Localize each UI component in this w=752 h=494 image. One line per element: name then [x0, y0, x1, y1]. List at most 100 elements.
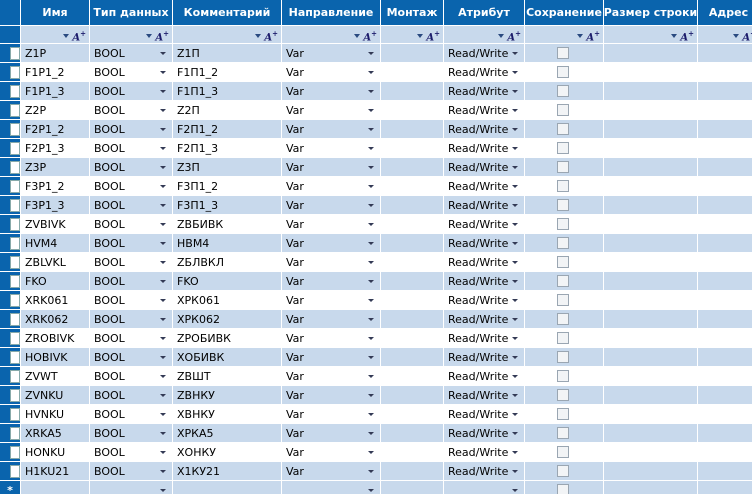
cell-mount[interactable]: [381, 386, 444, 405]
cell-name[interactable]: XRK061: [21, 291, 90, 310]
direction-dropdown-icon[interactable]: [368, 432, 374, 435]
type-dropdown-icon[interactable]: [160, 147, 166, 150]
cell-direction[interactable]: Var: [282, 424, 381, 443]
type-dropdown-icon[interactable]: [160, 242, 166, 245]
cell-address[interactable]: [698, 424, 752, 443]
cell-comment[interactable]: ХОБИВК: [173, 348, 282, 367]
row-selector-box[interactable]: [10, 142, 20, 155]
cell-size[interactable]: [604, 196, 698, 215]
filter-dropdown-icon[interactable]: [417, 34, 424, 39]
table-row[interactable]: Z3P BOOL Z3П Var Read/Write: [0, 158, 752, 177]
row-selector[interactable]: [0, 44, 21, 63]
direction-dropdown-icon[interactable]: [368, 299, 374, 302]
cell-name[interactable]: F1P1_3: [21, 82, 90, 101]
cell-mount[interactable]: [381, 443, 444, 462]
cell-direction[interactable]: Var: [282, 310, 381, 329]
cell-attribute[interactable]: Read/Write: [444, 120, 525, 139]
cell-size[interactable]: [604, 158, 698, 177]
row-selector-box[interactable]: [10, 104, 20, 117]
row-selector[interactable]: [0, 443, 21, 462]
cell-name[interactable]: Z1P: [21, 44, 90, 63]
cell-save[interactable]: [525, 101, 604, 120]
cell-type[interactable]: BOOL: [90, 329, 173, 348]
filter-cell-comment[interactable]: A+: [173, 26, 282, 44]
cell-comment[interactable]: ХРК061: [173, 291, 282, 310]
direction-dropdown-icon[interactable]: [368, 223, 374, 226]
row-selector-box[interactable]: [10, 446, 20, 459]
column-header-name[interactable]: Имя: [21, 0, 90, 26]
direction-dropdown-icon[interactable]: [368, 242, 374, 245]
type-dropdown-icon[interactable]: [160, 337, 166, 340]
save-checkbox[interactable]: [557, 351, 569, 363]
attribute-dropdown-icon[interactable]: [512, 52, 518, 55]
table-row[interactable]: H1KU21 BOOL Х1КУ21 Var Read/Write: [0, 462, 752, 481]
cell-size[interactable]: [604, 405, 698, 424]
direction-dropdown-icon[interactable]: [368, 489, 374, 492]
direction-dropdown-icon[interactable]: [368, 318, 374, 321]
cell-mount[interactable]: [381, 348, 444, 367]
cell-size[interactable]: [604, 253, 698, 272]
cell-size[interactable]: [604, 462, 698, 481]
row-selector-box[interactable]: [10, 256, 20, 269]
cell-attribute[interactable]: Read/Write: [444, 405, 525, 424]
table-row[interactable]: ZVNKU BOOL ZВНКУ Var Read/Write: [0, 386, 752, 405]
cell-size[interactable]: [604, 443, 698, 462]
cell-attribute[interactable]: Read/Write: [444, 63, 525, 82]
row-selector-box[interactable]: [10, 199, 20, 212]
table-row[interactable]: ZVWT BOOL ZВШТ Var Read/Write: [0, 367, 752, 386]
table-row[interactable]: HONKU BOOL ХОНКУ Var Read/Write: [0, 443, 752, 462]
type-dropdown-icon[interactable]: [160, 52, 166, 55]
row-selector[interactable]: [0, 424, 21, 443]
cell-mount[interactable]: [381, 367, 444, 386]
cell-address[interactable]: [698, 44, 752, 63]
column-header-mount[interactable]: Монтаж: [381, 0, 444, 26]
cell-save[interactable]: [525, 310, 604, 329]
cell-type[interactable]: BOOL: [90, 367, 173, 386]
cell-mount[interactable]: [381, 329, 444, 348]
cell-size[interactable]: [604, 310, 698, 329]
table-row[interactable]: ZROBIVK BOOL ZРОБИВК Var Read/Write: [0, 329, 752, 348]
cell-save[interactable]: [525, 158, 604, 177]
row-selector-box[interactable]: [10, 237, 20, 250]
column-header-type[interactable]: Тип данных: [90, 0, 173, 26]
cell-save[interactable]: [525, 272, 604, 291]
cell-address[interactable]: [698, 405, 752, 424]
cell-attribute[interactable]: Read/Write: [444, 443, 525, 462]
type-dropdown-icon[interactable]: [160, 470, 166, 473]
row-selector[interactable]: [0, 177, 21, 196]
direction-dropdown-icon[interactable]: [368, 375, 374, 378]
filter-cell-name[interactable]: A+: [21, 26, 90, 44]
filter-dropdown-icon[interactable]: [63, 34, 70, 39]
type-dropdown-icon[interactable]: [160, 375, 166, 378]
cell-address[interactable]: [698, 367, 752, 386]
cell-address[interactable]: [698, 443, 752, 462]
attribute-dropdown-icon[interactable]: [512, 337, 518, 340]
type-dropdown-icon[interactable]: [160, 128, 166, 131]
cell-type[interactable]: BOOL: [90, 348, 173, 367]
type-dropdown-icon[interactable]: [160, 451, 166, 454]
attribute-dropdown-icon[interactable]: [512, 166, 518, 169]
direction-dropdown-icon[interactable]: [368, 90, 374, 93]
cell-save[interactable]: [525, 424, 604, 443]
row-selector-box[interactable]: [10, 427, 20, 440]
type-dropdown-icon[interactable]: [160, 413, 166, 416]
save-checkbox[interactable]: [557, 85, 569, 97]
save-checkbox[interactable]: [557, 218, 569, 230]
cell-attribute[interactable]: Read/Write: [444, 291, 525, 310]
save-checkbox[interactable]: [557, 465, 569, 477]
cell-comment[interactable]: ХРКА5: [173, 424, 282, 443]
table-row[interactable]: XRK062 BOOL ХРК062 Var Read/Write: [0, 310, 752, 329]
cell-address[interactable]: [698, 272, 752, 291]
cell-mount[interactable]: [381, 291, 444, 310]
cell-comment[interactable]: Z3П: [173, 158, 282, 177]
cell-size[interactable]: [604, 329, 698, 348]
cell-type[interactable]: BOOL: [90, 177, 173, 196]
cell-type[interactable]: BOOL: [90, 139, 173, 158]
cell-mount[interactable]: [381, 120, 444, 139]
cell-name[interactable]: HONKU: [21, 443, 90, 462]
cell-comment[interactable]: F2П1_2: [173, 120, 282, 139]
filter-font-icon[interactable]: A+: [426, 29, 440, 44]
save-checkbox[interactable]: [557, 484, 569, 494]
direction-dropdown-icon[interactable]: [368, 52, 374, 55]
cell-save[interactable]: [525, 367, 604, 386]
